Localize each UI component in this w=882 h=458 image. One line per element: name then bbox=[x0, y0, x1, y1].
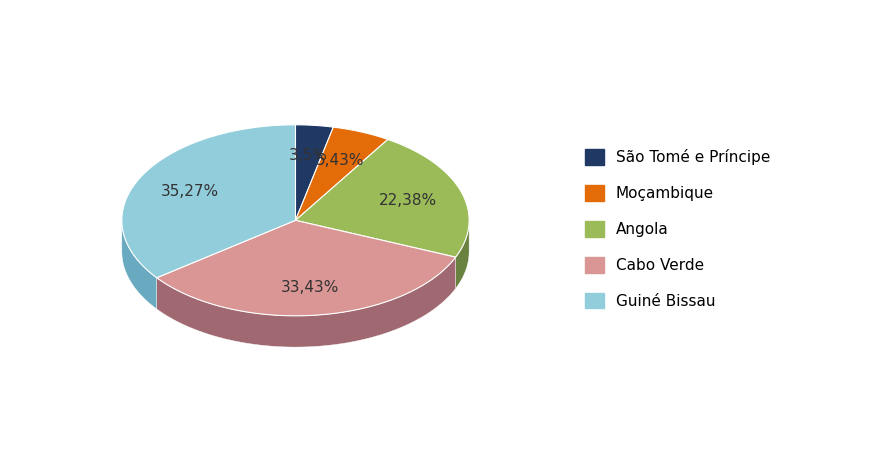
Polygon shape bbox=[157, 220, 456, 316]
Polygon shape bbox=[295, 139, 469, 257]
Polygon shape bbox=[456, 220, 469, 289]
Text: 35,27%: 35,27% bbox=[161, 184, 219, 199]
Text: 5,43%: 5,43% bbox=[316, 153, 364, 168]
Text: 3,5%: 3,5% bbox=[289, 148, 328, 163]
Text: 22,38%: 22,38% bbox=[379, 193, 437, 208]
Text: 33,43%: 33,43% bbox=[281, 280, 340, 295]
Polygon shape bbox=[122, 125, 295, 278]
Polygon shape bbox=[157, 257, 456, 347]
Polygon shape bbox=[295, 127, 388, 220]
Polygon shape bbox=[295, 125, 333, 220]
Polygon shape bbox=[122, 221, 157, 309]
Legend: São Tomé e Príncipe, Moçambique, Angola, Cabo Verde, Guiné Bissau: São Tomé e Príncipe, Moçambique, Angola,… bbox=[579, 143, 776, 315]
